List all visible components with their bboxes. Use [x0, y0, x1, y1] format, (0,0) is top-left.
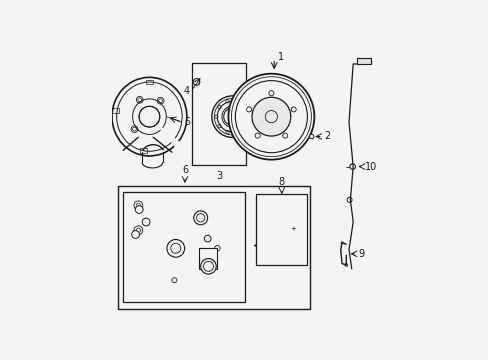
Bar — [117, 186, 309, 309]
Text: +: + — [289, 226, 295, 232]
Polygon shape — [289, 210, 296, 248]
Polygon shape — [260, 204, 265, 252]
Circle shape — [214, 246, 220, 251]
Text: 6: 6 — [182, 165, 188, 175]
Circle shape — [134, 201, 142, 210]
Text: 7: 7 — [261, 240, 267, 251]
Text: 4: 4 — [183, 86, 189, 96]
Text: 5: 5 — [183, 117, 190, 127]
Text: 3: 3 — [216, 171, 222, 181]
Bar — [146, 80, 152, 85]
Bar — [192, 63, 246, 165]
Text: 10: 10 — [365, 162, 377, 172]
Bar — [199, 248, 217, 269]
Polygon shape — [265, 207, 271, 250]
Bar — [357, 58, 370, 64]
Circle shape — [309, 134, 313, 139]
Bar — [256, 194, 307, 265]
Circle shape — [228, 74, 314, 159]
Circle shape — [131, 231, 139, 238]
Bar — [204, 237, 210, 241]
Circle shape — [166, 239, 184, 257]
Text: 9: 9 — [358, 249, 364, 259]
Bar — [140, 148, 146, 153]
Text: 8: 8 — [278, 177, 285, 187]
Circle shape — [193, 78, 200, 85]
Circle shape — [193, 211, 207, 225]
Bar — [112, 108, 119, 113]
Text: 1: 1 — [278, 52, 284, 62]
Bar — [123, 192, 244, 302]
Text: 2: 2 — [324, 131, 330, 141]
Circle shape — [204, 235, 210, 242]
Circle shape — [142, 218, 150, 226]
Circle shape — [200, 258, 216, 274]
Circle shape — [134, 226, 142, 235]
Circle shape — [251, 97, 290, 136]
Circle shape — [135, 206, 143, 213]
